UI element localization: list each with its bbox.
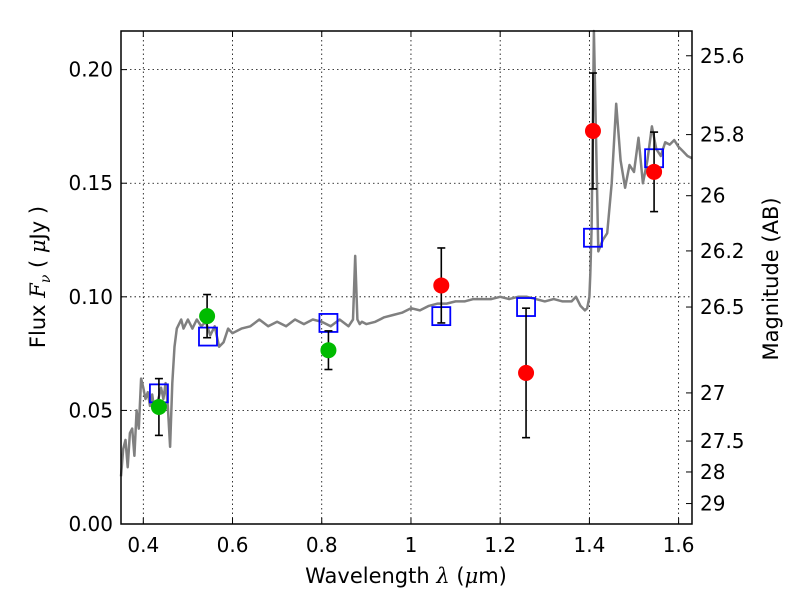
observed-point xyxy=(433,277,450,294)
ticks: 0.4 0.6 0.8 1 1.2 1.4 1.6 0.00 0.05 0.10 0.15 0.20 2… xyxy=(68,31,745,557)
y-axis-label: Flux Fν ( μJy ) xyxy=(26,206,54,348)
x-axis-lambda-symbol: λ xyxy=(435,564,449,588)
data-markers-layer xyxy=(149,72,664,439)
y-axis-flux-symbol: F xyxy=(26,282,50,299)
x-tick-label: 0.4 xyxy=(127,533,159,557)
observed-point xyxy=(320,342,337,359)
y-axis-unit-close: Jy ) xyxy=(26,206,50,242)
y-tick-label: 0.00 xyxy=(68,512,113,536)
observed-point xyxy=(199,308,216,325)
x-axis-label: Wavelength λ (μm) xyxy=(305,564,507,588)
x-tick-label: 1.2 xyxy=(484,533,516,557)
x-axis-unit-mu: μ xyxy=(465,564,479,588)
x-axis-unit-close: m) xyxy=(478,564,507,588)
x-axis-unit-open: ( xyxy=(450,564,465,588)
y2-tick-label: 27 xyxy=(700,381,725,405)
y2-tick-label: 26.5 xyxy=(700,295,745,319)
y-tick-label: 0.20 xyxy=(68,58,113,82)
y2-tick-label: 26.2 xyxy=(700,239,745,263)
x-tick-label: 1.4 xyxy=(573,533,605,557)
y-axis-unit-mu: μ xyxy=(26,239,50,253)
y-axis-flux-subscript: ν xyxy=(38,274,54,283)
plot-frame xyxy=(120,30,693,525)
observed-point xyxy=(150,398,167,415)
x-tick-label: 0.8 xyxy=(306,533,338,557)
x-tick-label: 1 xyxy=(405,533,418,557)
y-axis-unit-open: ( xyxy=(26,253,50,275)
observed-point xyxy=(646,163,663,180)
y2-tick-label: 27.5 xyxy=(700,429,745,453)
grid xyxy=(121,31,692,525)
y2-tick-label: 29 xyxy=(700,492,725,516)
y2-axis-label: Magnitude (AB) xyxy=(759,197,783,360)
y-tick-label: 0.05 xyxy=(68,398,113,422)
model-spectrum-line xyxy=(119,29,693,477)
y2-tick-label: 26 xyxy=(700,184,725,208)
model-spectrum-layer xyxy=(119,29,693,477)
model-band-square xyxy=(198,326,218,347)
y2-tick-label: 28 xyxy=(700,460,725,484)
y-tick-label: 0.15 xyxy=(68,171,113,195)
y-axis-label-text: Flux xyxy=(26,304,50,348)
observed-point xyxy=(518,364,535,381)
observed-point xyxy=(584,122,601,139)
x-tick-label: 0.6 xyxy=(217,533,249,557)
y2-tick-label: 25.8 xyxy=(700,123,745,147)
model-band-square xyxy=(583,227,603,248)
x-tick-label: 1.6 xyxy=(663,533,695,557)
y2-tick-label: 25.6 xyxy=(700,44,745,68)
y-tick-label: 0.10 xyxy=(68,285,113,309)
x-axis-label-text: Wavelength xyxy=(305,564,430,588)
